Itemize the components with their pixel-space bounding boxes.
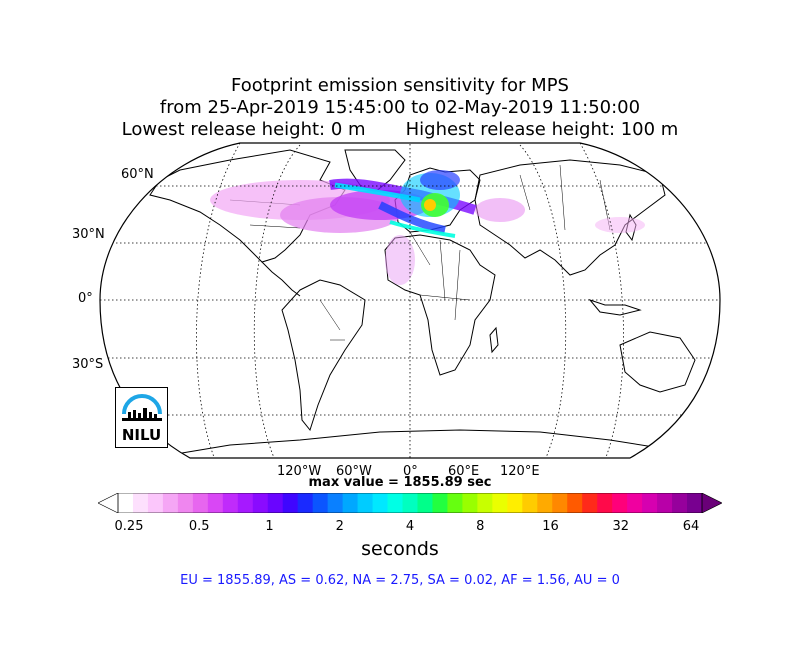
colorbar-segment xyxy=(222,493,239,513)
colorbar-segment xyxy=(252,493,269,513)
nilu-logo-icon xyxy=(122,394,162,421)
graticule xyxy=(100,143,720,458)
colorbar-segment xyxy=(402,493,418,513)
south-america-outline xyxy=(281,279,366,432)
colorbar-segment xyxy=(132,493,149,513)
lon-label-60w: 60°W xyxy=(336,464,372,479)
colorbar xyxy=(98,493,722,513)
lat-label-0: 0° xyxy=(78,291,93,306)
colorbar-segment xyxy=(447,493,463,513)
colorbar-tick-label: 32 xyxy=(612,519,630,534)
colorbar-frame xyxy=(117,493,703,513)
colorbar-segment xyxy=(387,493,404,513)
world-map xyxy=(99,142,721,459)
colorbar-segment xyxy=(522,493,538,513)
colorbar-tick-label: 4 xyxy=(405,519,415,534)
north-america-outline xyxy=(149,149,346,263)
lat-label-60n: 60°N xyxy=(121,167,154,182)
colorbar-segment xyxy=(627,493,643,513)
colorbar-segment xyxy=(477,493,493,513)
colorbar-segment xyxy=(417,493,433,513)
highest-release-height: Highest release height: 100 m xyxy=(405,119,679,140)
asia-outline xyxy=(474,159,666,276)
colorbar-segment xyxy=(567,493,583,513)
region-stats: EU = 1855.89, AS = 0.62, NA = 2.75, SA =… xyxy=(180,573,620,588)
lon-label-0: 0° xyxy=(403,464,418,479)
colorbar-tick-label: 16 xyxy=(542,519,559,534)
colorbar-segment xyxy=(462,493,478,513)
colorbar-segment xyxy=(687,493,703,513)
colorbar-tick-label: 2 xyxy=(335,519,344,534)
australia-outline xyxy=(619,331,696,393)
colorbar-tick-label: 1 xyxy=(265,519,274,534)
globe-outline xyxy=(99,142,721,459)
colorbar-segment xyxy=(507,493,523,513)
lat-label-30n: 30°N xyxy=(72,227,105,242)
colorbar-segment xyxy=(357,493,374,513)
colorbar-segment xyxy=(282,493,299,513)
colorbar-segment xyxy=(492,493,508,513)
nilu-logo: NILU xyxy=(115,387,168,448)
colorbar-tick-label: 0.5 xyxy=(188,519,210,534)
colorbar-segment xyxy=(297,493,314,513)
colorbar-segment xyxy=(162,493,179,513)
footprint-plume xyxy=(210,170,645,285)
colorbar-segment xyxy=(327,493,344,513)
colorbar-segment xyxy=(537,493,553,513)
title-line-1: Footprint emission sensitivity for MPS xyxy=(231,75,569,96)
central-america-outline xyxy=(261,261,301,297)
colorbar-segment xyxy=(612,493,628,513)
colorbar-units: seconds xyxy=(361,538,439,560)
madagascar-outline xyxy=(489,326,499,354)
colorbar-segment xyxy=(207,493,224,513)
colorbar-segment xyxy=(432,493,448,513)
colorbar-segment xyxy=(267,493,284,513)
colorbar-segment xyxy=(372,493,389,513)
title-line-3: Lowest release height: 0 m Highest relea… xyxy=(0,119,800,141)
colorbar-segment xyxy=(237,493,254,513)
title-line-2: from 25-Apr-2019 15:45:00 to 02-May-2019… xyxy=(159,97,641,118)
nilu-logo-text: NILU xyxy=(121,426,162,444)
colorbar-segment xyxy=(582,493,598,513)
colorbar-segment xyxy=(312,493,329,513)
colorbar-extend-low xyxy=(98,493,119,513)
colorbar-segment xyxy=(642,493,658,513)
max-value: max value = 1855.89 sec xyxy=(308,475,492,490)
antarctica-outline xyxy=(169,429,701,458)
new-zealand-outline xyxy=(699,383,713,412)
colorbar-tick-label: 0.25 xyxy=(114,519,144,534)
colorbar-tick-label: 8 xyxy=(476,519,485,534)
colorbar-segment xyxy=(147,493,164,513)
lon-label-120w: 120°W xyxy=(277,464,322,479)
colorbar-segment xyxy=(597,493,613,513)
lat-label-30s: 30°S xyxy=(72,357,104,372)
indonesia-outline xyxy=(588,298,642,316)
colorbar-extend-high xyxy=(701,493,722,513)
colorbar-tick-label: 64 xyxy=(682,519,700,534)
colorbar-segment xyxy=(118,493,134,513)
colorbar-segment xyxy=(552,493,568,513)
colorbar-segment xyxy=(342,493,359,513)
colorbar-segment xyxy=(177,493,194,513)
lon-label-120e: 120°E xyxy=(500,464,540,479)
africa-outline xyxy=(384,234,496,376)
colorbar-segment xyxy=(657,493,673,513)
colorbar-segment xyxy=(192,493,209,513)
lon-label-60e: 60°E xyxy=(448,464,480,479)
lowest-release-height: Lowest release height: 0 m xyxy=(121,119,366,140)
colorbar-segment xyxy=(672,493,688,513)
